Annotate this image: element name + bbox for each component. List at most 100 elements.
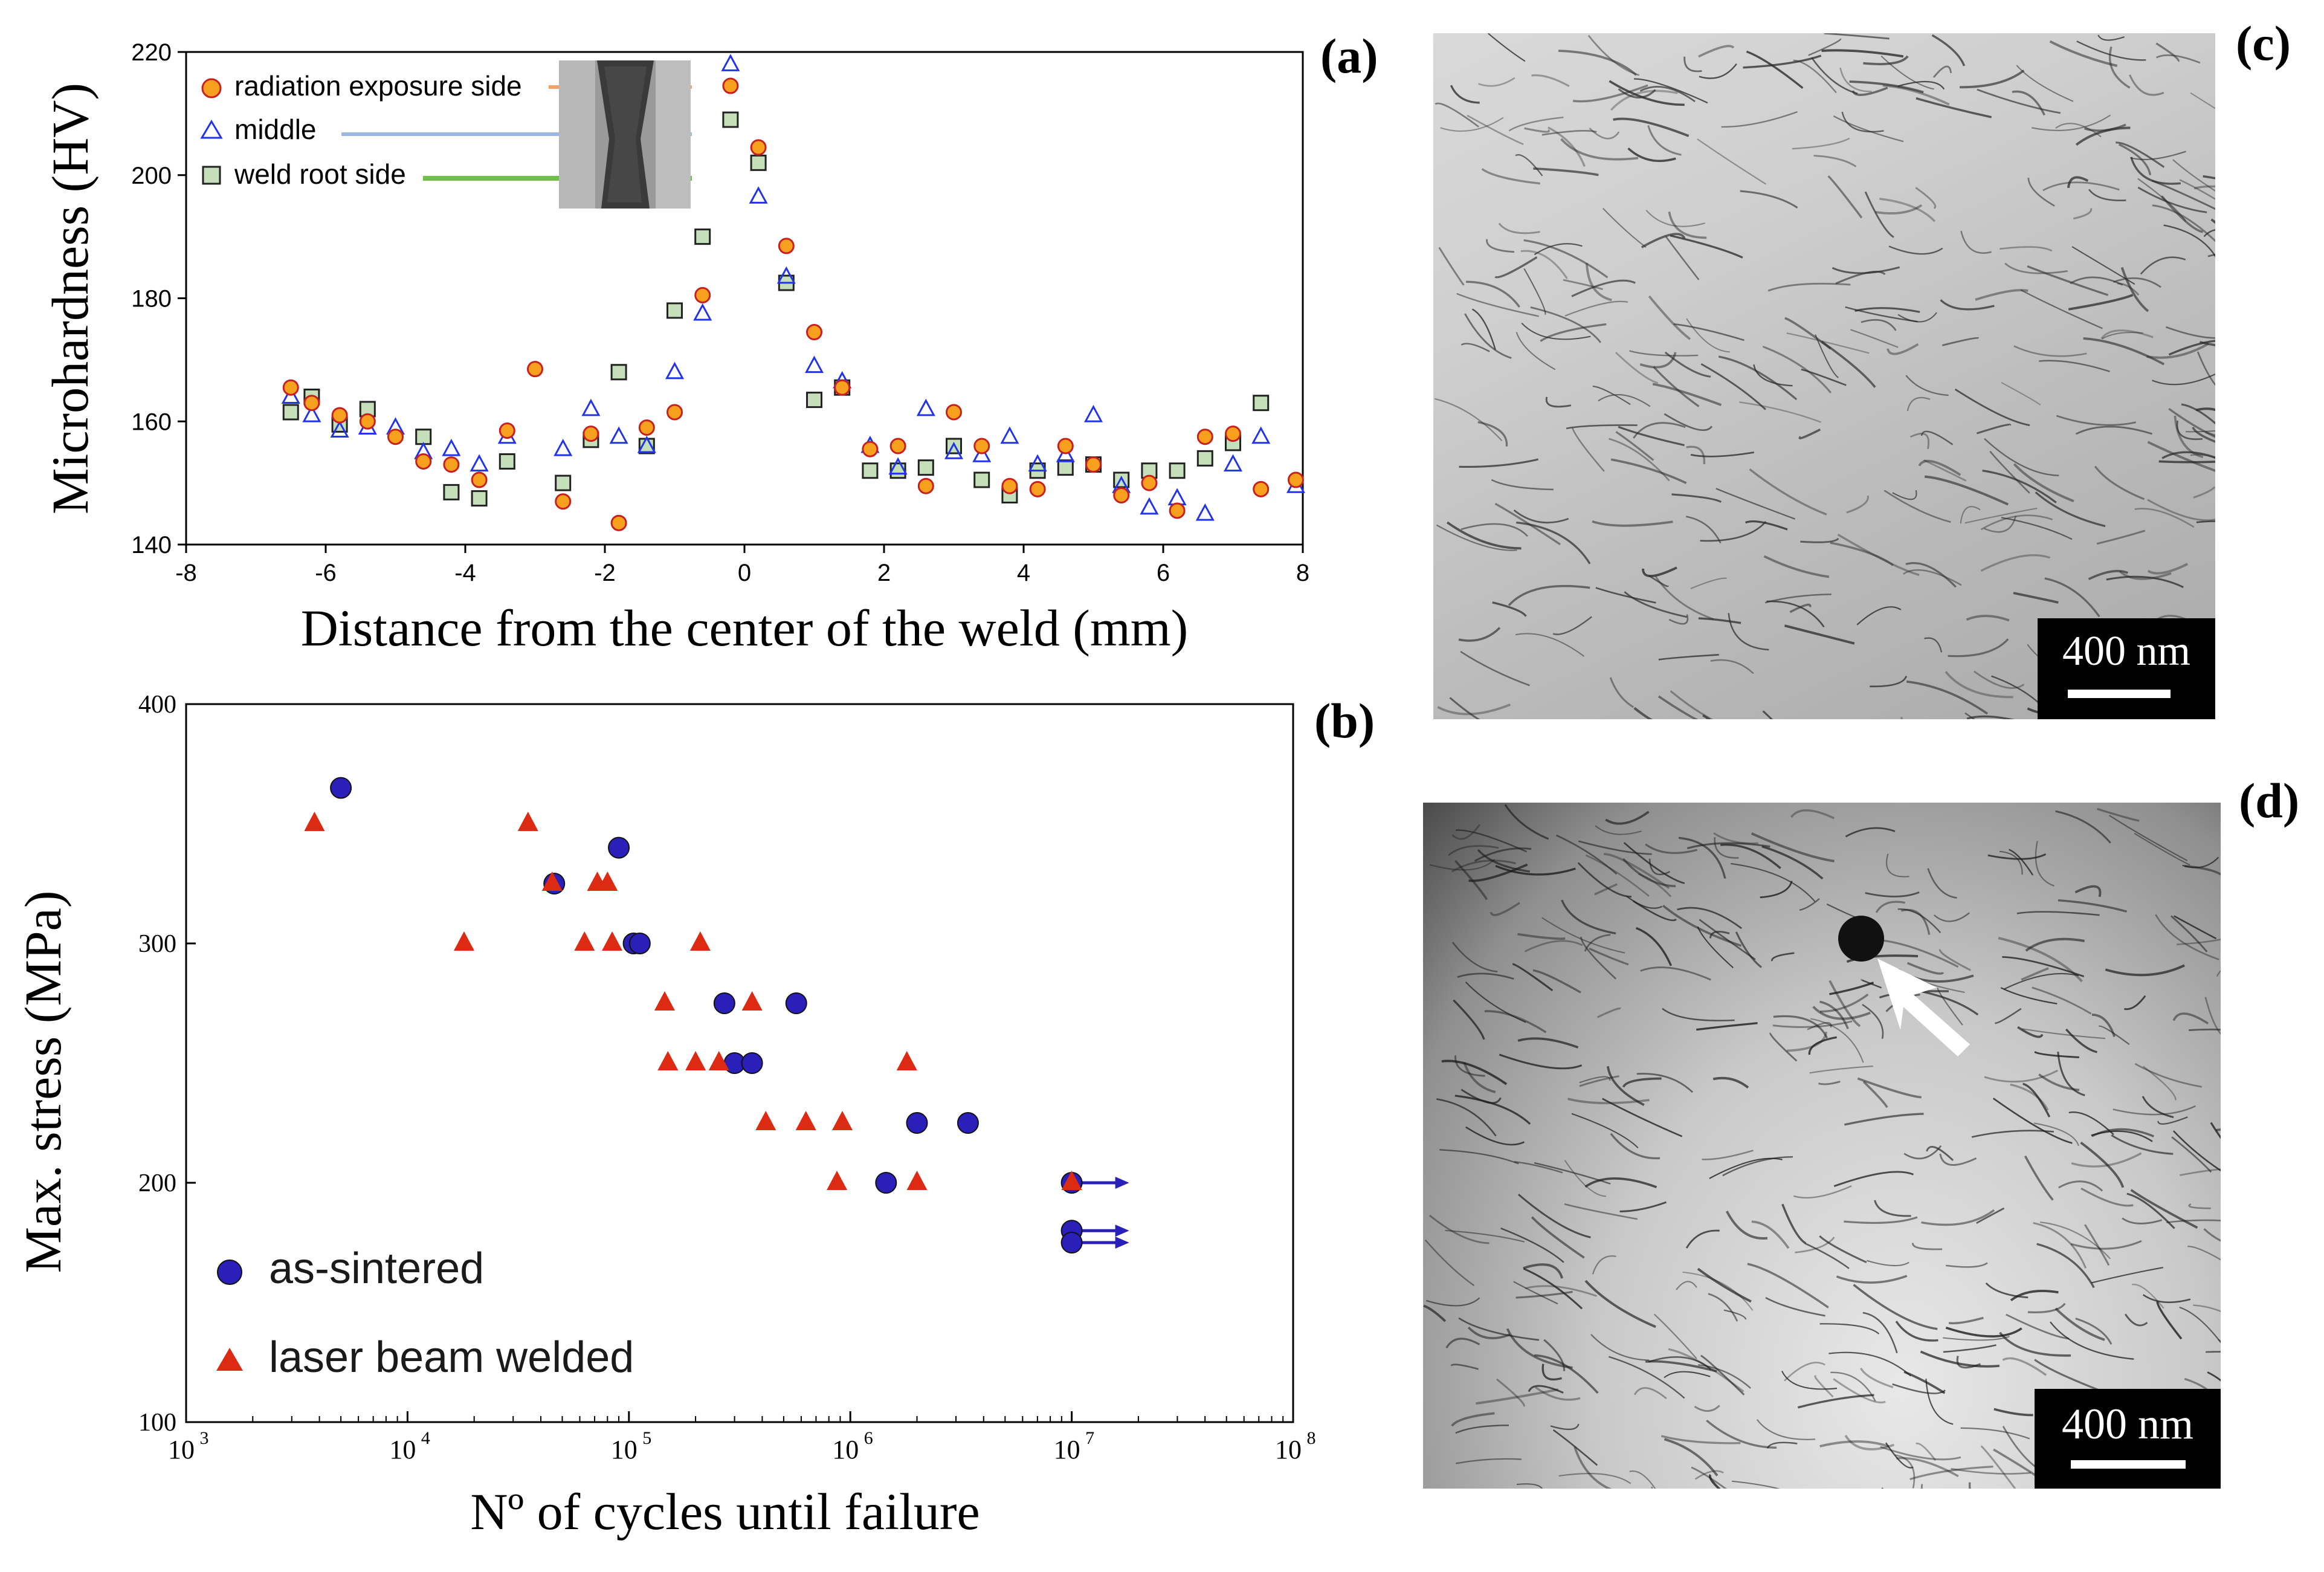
dislocation-line (2050, 1321, 2134, 1360)
dislocation-line (2022, 1082, 2051, 1118)
as-sintered-point (957, 1112, 979, 1134)
dislocation-line (2027, 1302, 2066, 1313)
dislocation-line (1594, 883, 1618, 896)
middle-point (554, 438, 573, 456)
dislocation-line (1451, 824, 1480, 840)
dislocation-line (1683, 56, 1702, 73)
dislocation-line (1722, 1156, 1793, 1177)
dislocation-line (1517, 1194, 1591, 1238)
laser-welded-point (304, 812, 325, 831)
dislocation-line (2134, 508, 2195, 528)
dislocation-line (1523, 239, 1609, 279)
dislocation-line (1580, 936, 1617, 980)
dislocation-line (1700, 521, 1767, 542)
dislocation-line (2000, 987, 2058, 1004)
dislocation-line (1760, 881, 1793, 899)
dislocation-line (1454, 1055, 1485, 1077)
dislocation-line (1613, 117, 1690, 137)
dislocation-line (2200, 341, 2215, 346)
dislocation-line (2118, 143, 2152, 176)
dislocation-line (2025, 937, 2085, 952)
dislocation-line (1435, 102, 1479, 128)
dislocation-line (2076, 40, 2146, 61)
panel-label-c: (c) (2236, 16, 2291, 71)
dislocation-line (2130, 1189, 2198, 1229)
dislocation-line (2004, 262, 2068, 274)
dislocation-line (1424, 1239, 1475, 1287)
chart-a-plot-frame (185, 51, 1304, 546)
dislocation-line (2111, 1134, 2174, 1155)
dislocation-line (1960, 506, 1981, 524)
dislocation-line (2106, 575, 2184, 588)
dislocation-line (2119, 570, 2172, 580)
dislocation-line (2108, 815, 2188, 861)
dislocation-line (1592, 520, 1673, 527)
chart-b-x-tick-exponent: 5 (642, 1428, 651, 1448)
dislocation-line (1552, 616, 1592, 635)
dislocation-line (1808, 37, 1842, 56)
dislocation-line (1460, 651, 1530, 687)
dislocation-line (1880, 55, 1934, 90)
dislocation-line (1561, 899, 1616, 935)
dislocation-line (1874, 1200, 1911, 1217)
dislocation-line (1808, 1036, 1837, 1055)
dislocation-line (1976, 424, 2012, 435)
dislocation-line (1602, 207, 1647, 248)
dislocation-line (1875, 204, 1923, 215)
dislocation-line (2083, 337, 2165, 366)
dislocation-line (1534, 243, 1583, 256)
dislocation-line (1592, 1255, 1616, 1275)
dislocation-line (1534, 1162, 1611, 1185)
chart-b-y-tick-label: 100 (138, 1409, 176, 1437)
dislocation-line (1609, 438, 1670, 482)
dislocation-line (2010, 1289, 2059, 1302)
dislocation-line (2035, 841, 2054, 887)
dislocation-line (1708, 1293, 1738, 1322)
dislocation-line (1814, 1375, 1834, 1398)
dislocation-line (1767, 282, 1851, 292)
dislocation-line (1579, 1075, 1619, 1087)
dislocation-line (1608, 1356, 1685, 1399)
dislocation-line (2088, 569, 2129, 580)
dislocation-line (1793, 1185, 1852, 1199)
dislocation-line (2129, 74, 2164, 96)
chart-b-x-tick-label: 10 (611, 1435, 637, 1464)
dislocation-line (2057, 1052, 2085, 1096)
dislocation-line (1440, 117, 1504, 132)
dislocation-line (1543, 1339, 1566, 1371)
dislocation-line (1525, 1285, 1597, 1297)
dislocation-line (2203, 1228, 2221, 1242)
laser-welded-point (597, 872, 618, 891)
dislocation-line (1664, 413, 1713, 432)
middle-point (1028, 454, 1047, 472)
radiation-point (778, 238, 795, 254)
dislocation-line (1819, 1323, 1880, 1334)
dislocation-line (2113, 277, 2161, 288)
dislocation-line (1728, 613, 1769, 651)
dislocation-line (1636, 1073, 1693, 1093)
dislocation-line (1845, 306, 1918, 323)
dislocation-line (1810, 1018, 1864, 1063)
dislocation-line (1496, 1378, 1525, 1408)
dislocation-line (2001, 517, 2073, 540)
dislocation-line (1906, 962, 1945, 975)
dislocation-line (1856, 606, 1902, 626)
dislocation-line (1875, 901, 1906, 913)
middle-point (749, 186, 768, 204)
dislocation-line (1690, 577, 1727, 589)
dislocation-line (1783, 1362, 1825, 1382)
dislocation-line (1610, 1133, 1661, 1160)
dislocation-line (1639, 86, 1696, 103)
dislocation-line (2098, 1025, 2130, 1046)
dislocation-line (2044, 577, 2100, 618)
dislocation-line (1436, 524, 1517, 551)
dislocation-line (1530, 306, 1602, 343)
dislocation-line (1618, 88, 1656, 99)
dislocation-line (1438, 247, 1465, 286)
dislocation-line (2142, 1066, 2177, 1101)
runout-arrow-head (1115, 1224, 1129, 1237)
chart-b-y-tick-label: 300 (138, 930, 176, 958)
dislocation-line (1698, 45, 1735, 58)
dislocation-line (1698, 617, 1741, 624)
dislocation-line (1895, 1321, 1938, 1342)
